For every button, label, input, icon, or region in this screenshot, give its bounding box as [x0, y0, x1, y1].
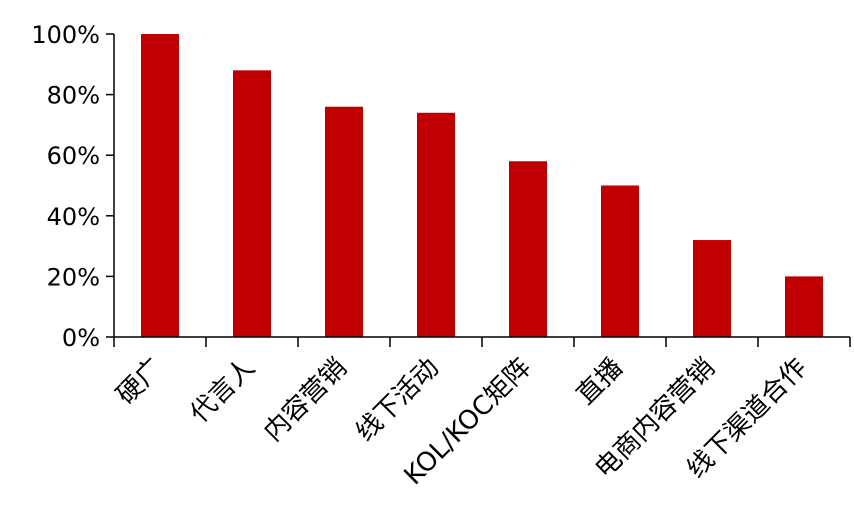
- y-tick-label: 80%: [47, 82, 100, 110]
- x-category-label: 代言人: [185, 353, 261, 429]
- y-tick-label: 20%: [47, 263, 100, 291]
- bar: [233, 70, 271, 338]
- y-axis: 0% 20% 40% 60% 80% 100%: [31, 21, 115, 352]
- bar: [509, 161, 547, 337]
- bar: [141, 34, 179, 337]
- y-tick-label: 40%: [47, 203, 100, 231]
- bar: [693, 240, 731, 337]
- x-category-label: 直播: [571, 353, 629, 411]
- bars: [141, 34, 823, 338]
- x-category-label: 线下活动: [350, 353, 445, 448]
- bar: [325, 106, 363, 337]
- y-tick-label: 0%: [62, 324, 100, 352]
- bar: [601, 185, 639, 337]
- bar: [417, 112, 455, 337]
- y-tick-label: 100%: [31, 21, 100, 49]
- x-category-label: 硬广: [111, 353, 169, 411]
- y-tick-label: 60%: [47, 142, 100, 170]
- bar: [785, 276, 823, 337]
- x-category-label: 内容营销: [258, 353, 353, 448]
